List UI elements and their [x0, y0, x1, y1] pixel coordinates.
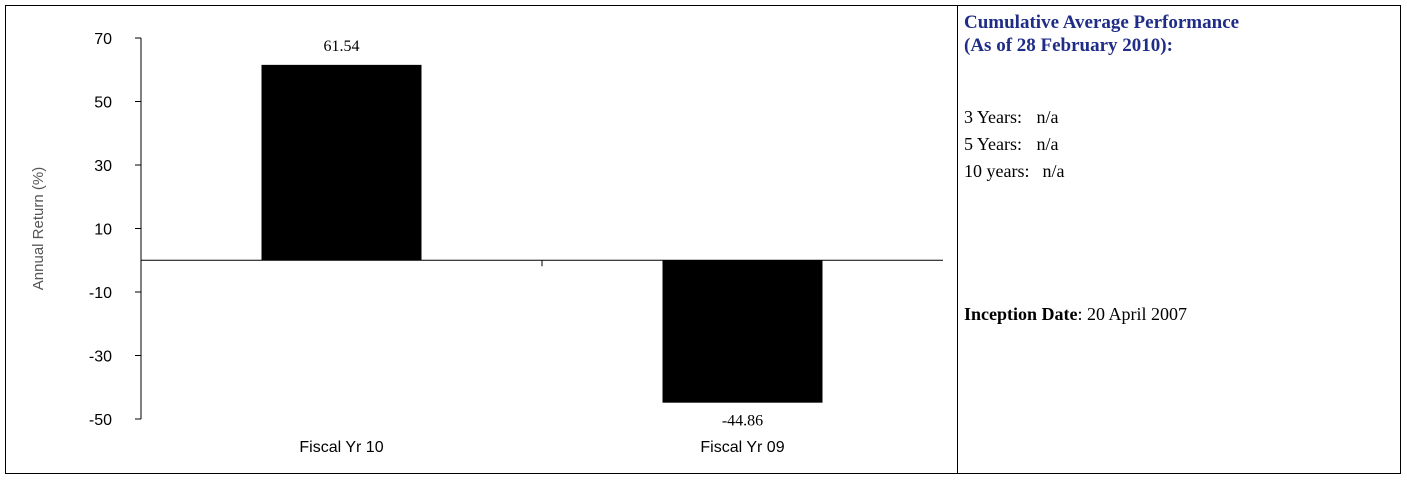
inception-value: : 20 April 2007 [1077, 304, 1188, 324]
y-tick-label: -50 [89, 412, 112, 429]
y-tick-label: -10 [89, 285, 112, 302]
bar [662, 260, 823, 403]
performance-list: 3 Years: n/a 5 Years: n/a 10 years: n/a [964, 104, 1065, 185]
annual-return-chart: 70 50 30 10 -10 -30 -50 61.54 Fiscal Yr 10 -44.86… [6, 6, 957, 475]
inception-label: Inception Date [964, 304, 1078, 324]
perf-label: 10 years: [964, 161, 1030, 181]
y-tick-label: 50 [94, 95, 112, 112]
perf-label: 3 Years: [964, 107, 1023, 127]
perf-value: n/a [1036, 107, 1059, 127]
panel-divider [957, 6, 958, 473]
perf-value: n/a [1036, 134, 1059, 154]
performance-panel: Cumulative Average Performance (As of 28… [964, 11, 1394, 324]
perf-value: n/a [1042, 161, 1065, 181]
perf-row-5-years: 5 Years: n/a [964, 131, 1065, 158]
performance-title-line2: (As of 28 February 2010): [964, 35, 1173, 56]
perf-label: 5 Years: [964, 134, 1023, 154]
y-tick-label: 30 [94, 158, 112, 175]
bar [261, 64, 422, 261]
y-tick-label: 70 [94, 31, 112, 48]
data-label: -44.86 [722, 413, 763, 430]
y-tick-label: 10 [94, 222, 112, 239]
perf-row-10-years: 10 years: n/a [964, 158, 1065, 185]
content-frame: 70 50 30 10 -10 -30 -50 61.54 Fiscal Yr 10 -44.86… [5, 5, 1401, 474]
x-category-label: Fiscal Yr 09 [700, 439, 784, 456]
chart-svg: 70 50 30 10 -10 -30 -50 61.54 Fiscal Yr 10 -44.86… [30, 31, 943, 456]
inception-date: Inception Date: 20 April 2007 [964, 304, 1187, 325]
performance-title-line1: Cumulative Average Performance [964, 12, 1240, 33]
performance-title: Cumulative Average Performance (As of 28… [964, 11, 1394, 57]
y-axis-title: Annual Return (%) [30, 167, 47, 290]
x-category-label: Fiscal Yr 10 [299, 439, 383, 456]
y-tick-label: -30 [89, 349, 112, 366]
perf-row-3-years: 3 Years: n/a [964, 104, 1065, 131]
data-label: 61.54 [324, 38, 360, 55]
